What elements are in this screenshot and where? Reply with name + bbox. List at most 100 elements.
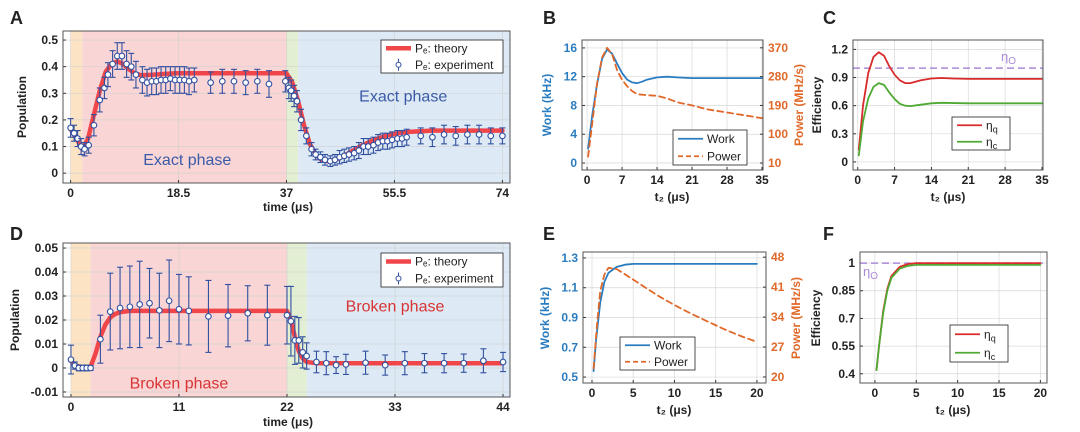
legend-label: ηc [984,346,996,362]
marker [302,132,310,140]
marker [242,79,250,86]
x-tick-label: 0 [589,386,596,400]
marker [87,364,94,372]
panel-letter: B [543,8,556,28]
marker [287,317,295,325]
x-tick-label: 37 [280,186,294,200]
y-axis-label: Efficiency [810,76,824,133]
x-tick-label: 0 [872,386,879,400]
data-point [480,348,487,374]
data-point [417,127,425,145]
panel-letter: D [10,224,23,244]
marker [253,77,261,85]
data-point [388,131,396,149]
x-tick-label: 15 [992,386,1006,400]
marker [67,356,75,363]
marker [155,307,163,314]
marker [362,359,369,367]
x-tick-label: 0 [67,186,74,200]
marker [85,141,93,149]
data-point [487,127,495,145]
plot-frame [581,39,764,171]
legend: Work Power [619,336,696,371]
marker [244,309,252,317]
data-point [143,68,151,97]
data-point [155,272,163,349]
data-point [313,350,320,374]
marker [297,116,305,124]
marker [417,132,425,140]
marker [101,84,108,92]
marker [283,311,291,319]
marker [381,361,389,369]
legend: Pₑ: theory Pₑ: experiment [380,39,504,74]
plot-frame [62,30,511,184]
data-point [123,50,130,78]
x-tick-label: 7 [619,173,626,187]
y-tick-label: 0.3 [831,127,848,141]
y-tick-label: 0.55 [832,339,856,353]
data-point [136,260,144,349]
marker [109,60,116,68]
power-line [592,266,758,370]
marker [127,63,135,71]
data-point [403,128,411,146]
data-point [362,350,369,375]
data-point [113,42,121,70]
legend-label: Pₑ: experiment [415,58,494,72]
data-point [224,283,232,348]
data-point [207,71,214,94]
plot-background [853,40,1043,170]
data-point [287,285,295,357]
x-tick-label: 10 [951,386,965,400]
legend-marker-icon [395,275,402,282]
marker [104,71,112,79]
x-tick-label: 18.5 [167,186,191,200]
marker [487,132,495,140]
y-tick-label: 1.3 [561,251,578,265]
legend-label: Power [654,355,688,369]
legend-label: Work [654,338,683,352]
y-right-tick-label: 280 [768,70,788,84]
marker [342,361,350,368]
marker [185,77,193,85]
reference-label: ηO [1001,49,1016,67]
phase-label: Exact phase [359,88,447,105]
marker [132,71,140,79]
y-tick-label: 0 [51,166,58,180]
data-point [104,62,112,88]
marker [264,311,271,319]
y-right-tick-label: 20 [771,370,785,384]
y-right-axis-label: Power (MHz/s) [792,64,806,146]
x-tick-label: 11 [173,400,186,414]
legend-label: Pₑ: theory [415,255,467,269]
legend-marker-icon [395,61,402,68]
marker [175,305,183,313]
marker [70,129,78,137]
y-tick-label: 0.05 [35,241,59,255]
marker [401,359,409,367]
power-line [587,46,763,158]
marker [452,132,460,140]
data-point [308,141,315,157]
legend-label: ηc [986,135,998,151]
marker [97,335,104,343]
data-point [85,136,93,154]
marker [460,359,468,367]
legend-box [380,252,504,288]
panel-B: B 0 7 14 21 28 35 0 4 8 12 16 10 100 190 280 370 Work Powe… [540,8,806,204]
data-point [303,342,310,370]
marker [322,359,330,367]
data-point [67,344,75,375]
marker [429,133,436,141]
plot-frame [582,251,767,384]
marker [90,121,98,129]
x-tick-label: 5 [913,386,920,400]
y-tick-label: 0.9 [831,71,848,85]
marker [265,80,273,88]
data-point [295,317,303,364]
legend-label: Work [707,132,736,146]
phase-label: Broken phase [346,299,445,316]
eta_c-line [857,82,1043,157]
data-point [283,285,291,345]
